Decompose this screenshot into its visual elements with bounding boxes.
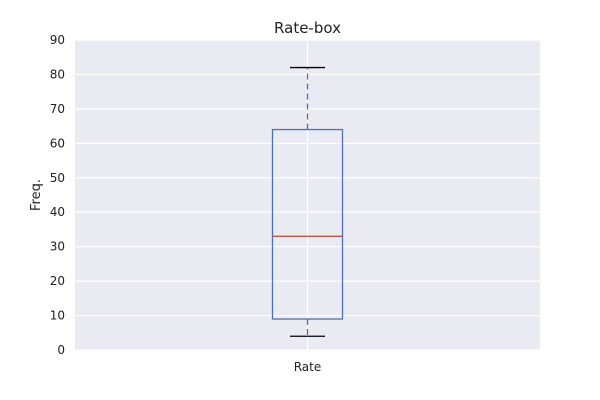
iqr-box xyxy=(271,128,344,320)
y-tick-label: 50 xyxy=(50,171,65,185)
chart-title: Rate-box xyxy=(274,19,341,37)
y-tick-label: 40 xyxy=(50,205,65,219)
y-tick-label: 70 xyxy=(50,102,65,116)
y-tick-label: 0 xyxy=(57,343,65,357)
y-axis: 0 10 20 30 40 50 60 70 80 90 xyxy=(50,33,65,357)
y-tick-label: 80 xyxy=(50,67,65,81)
grid-lines xyxy=(75,39,540,351)
box-series xyxy=(271,66,344,337)
y-tick-label: 60 xyxy=(50,136,65,150)
x-tick-label: Rate xyxy=(294,360,322,374)
y-tick-label: 30 xyxy=(50,240,65,254)
y-tick-label: 90 xyxy=(50,33,65,47)
box-rate xyxy=(271,66,344,337)
y-axis-label: Freq. xyxy=(29,179,44,211)
y-tick-label: 10 xyxy=(50,309,65,323)
y-tick-label: 20 xyxy=(50,274,65,288)
x-axis: Rate xyxy=(294,360,322,374)
